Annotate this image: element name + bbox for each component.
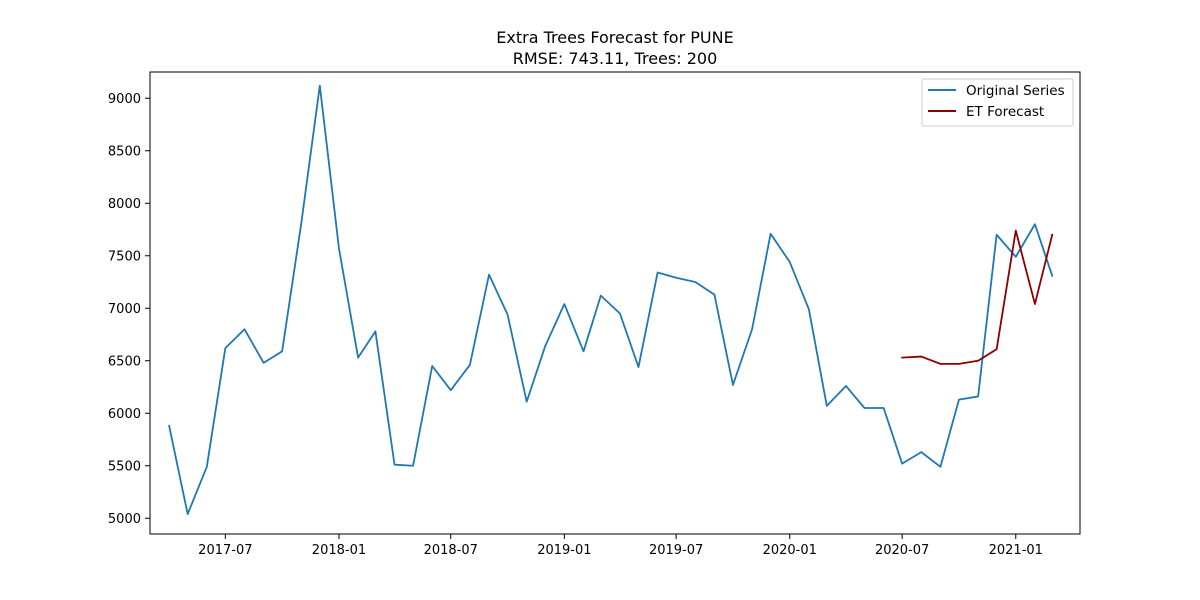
legend: Original Series ET Forecast [921,78,1074,127]
series-layer [168,84,1054,515]
y-tick-label: 6500 [108,354,141,369]
x-tick-label: 2019-07 [649,543,703,558]
series-line-0 [168,84,1054,515]
x-tick-label: 2018-01 [312,543,366,558]
y-tick-label: 7000 [108,302,141,317]
x-tick-label: 2018-07 [424,543,478,558]
y-tick-label: 9000 [108,92,141,107]
x-tick-label: 2019-01 [537,543,591,558]
x-tick-label: 2020-01 [763,543,817,558]
x-axis: 2017-07 2018-01 2018-07 2019-01 2019-07 2020-… [198,534,1043,558]
legend-box [921,78,1074,127]
x-tick-label: 2021-01 [989,543,1043,558]
legend-label-et-forecast: ET Forecast [966,104,1044,120]
y-tick-label: 8500 [108,144,141,159]
series-line-1 [901,229,1054,365]
legend-label-original-series: Original Series [966,83,1065,99]
chart-subtitle: RMSE: 743.11, Trees: 200 [513,49,718,68]
y-axis: 5000 5500 6000 6500 7000 7500 8000 8500 9000 [108,92,150,527]
x-tick-label: 2017-07 [198,543,252,558]
y-tick-label: 8000 [108,197,141,212]
y-tick-label: 5500 [108,459,141,474]
plot-area [149,71,1081,535]
y-tick-label: 7500 [108,249,141,264]
chart-title: Extra Trees Forecast for PUNE [496,28,733,47]
x-tick-label: 2020-07 [875,543,929,558]
y-tick-label: 6000 [108,407,141,422]
plot-frame [149,71,1081,535]
y-tick-label: 5000 [108,512,141,527]
